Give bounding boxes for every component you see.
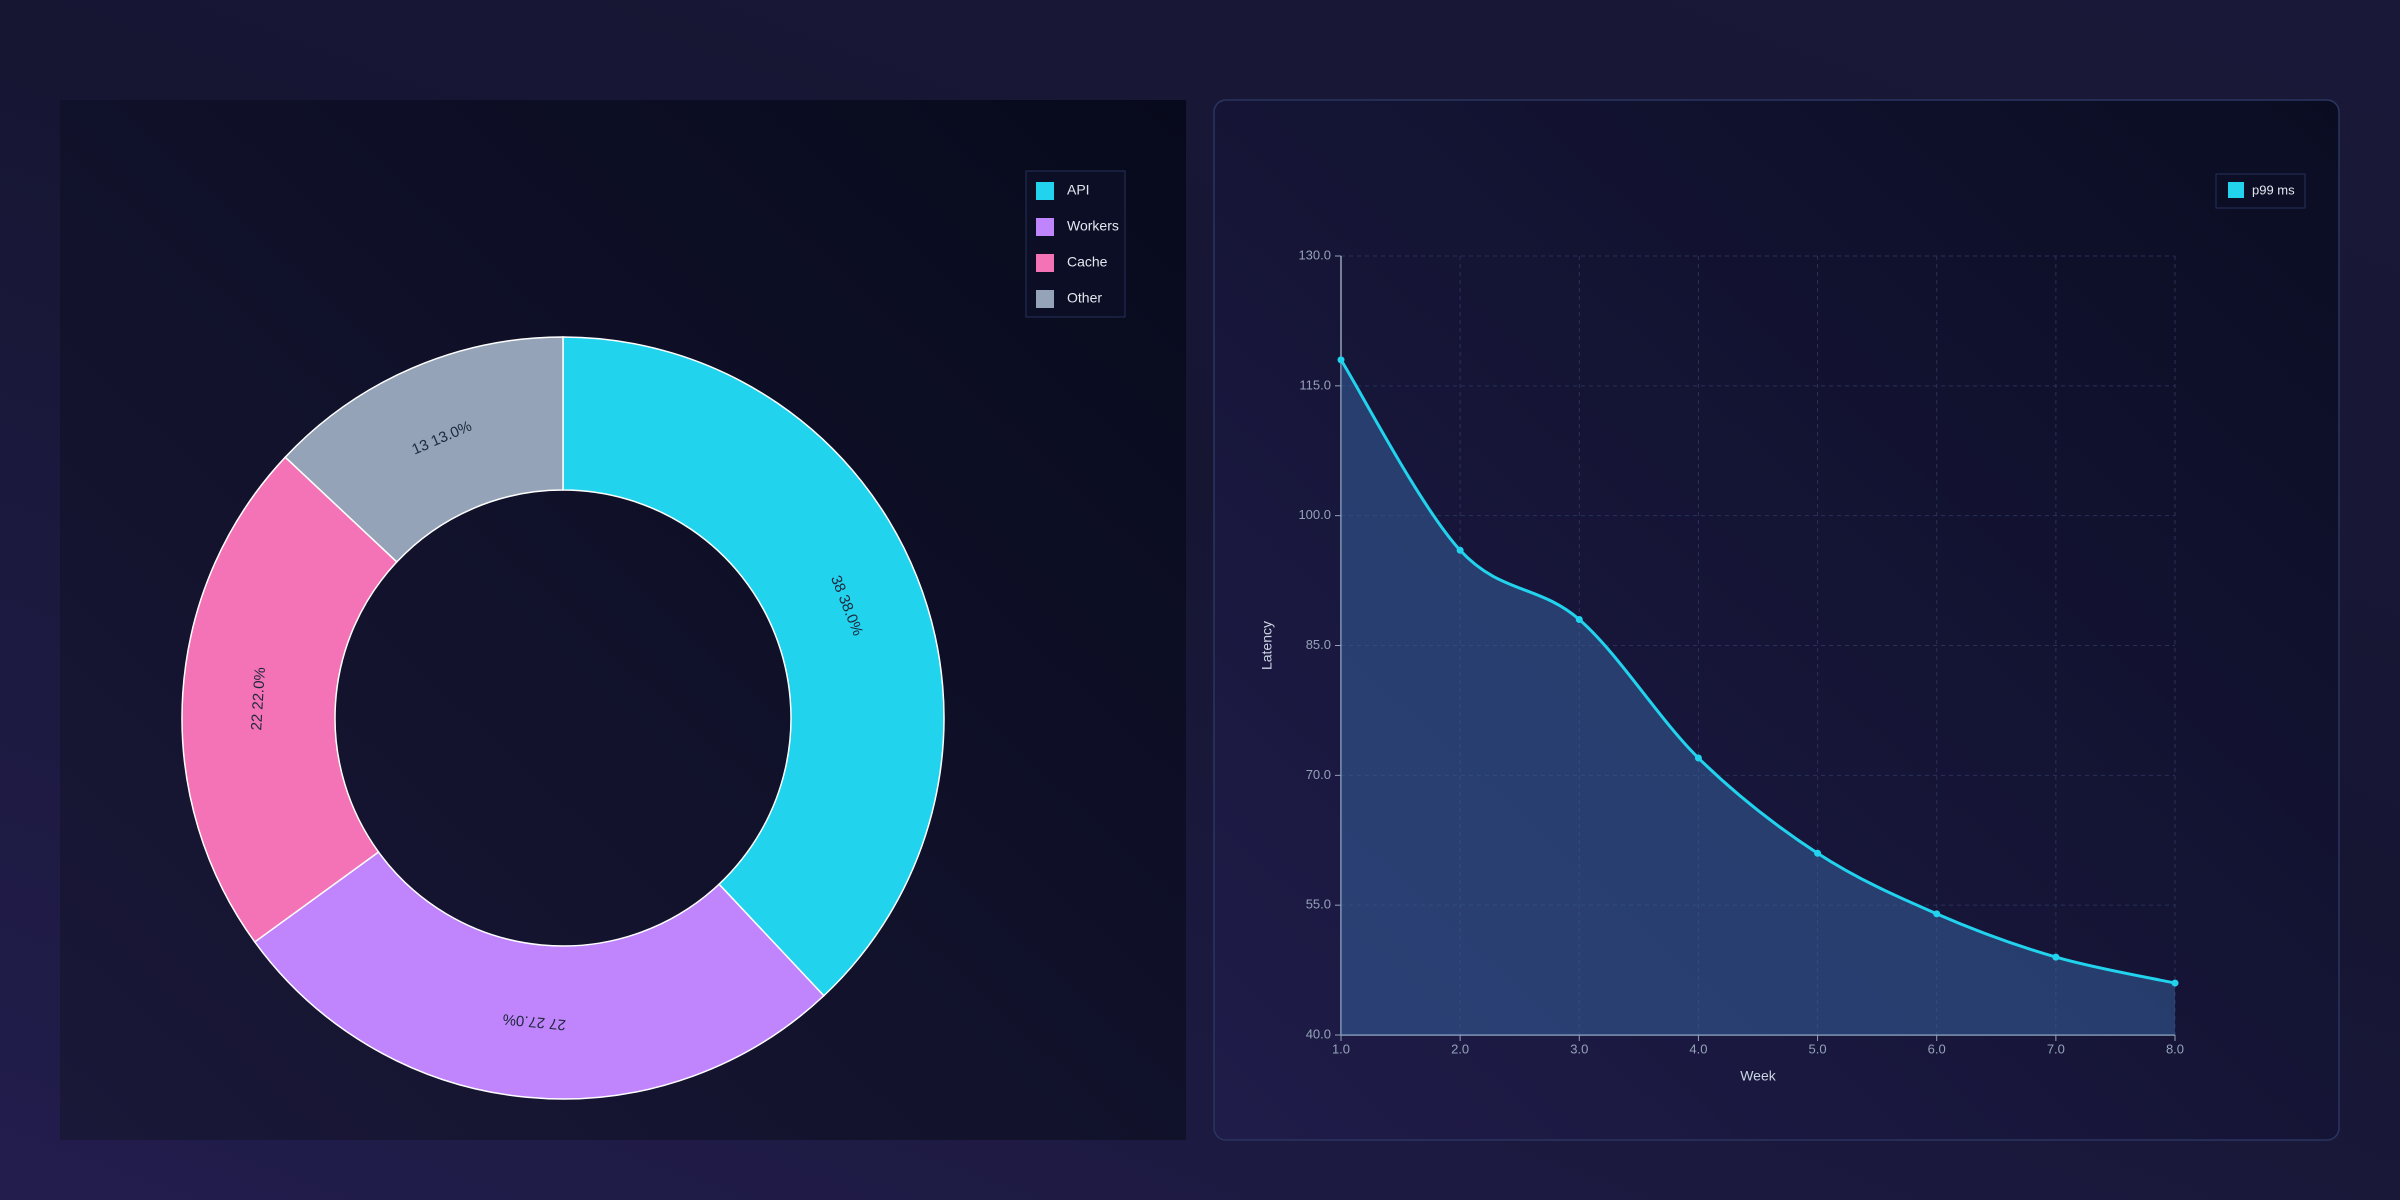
y-tick-label: 85.0 bbox=[1306, 637, 1331, 652]
point bbox=[1456, 546, 1464, 554]
y-axis-label: Latency bbox=[1259, 621, 1275, 670]
donut-slice bbox=[284, 336, 564, 563]
legend-label: Cache bbox=[1067, 254, 1108, 270]
x-tick-label: 5.0 bbox=[1809, 1041, 1827, 1056]
legend-swatch bbox=[1036, 254, 1054, 272]
point bbox=[1575, 616, 1583, 624]
legend-label: API bbox=[1067, 182, 1090, 198]
point bbox=[2171, 979, 2179, 987]
y-tick-label: 70.0 bbox=[1306, 767, 1331, 782]
right-panel bbox=[1213, 99, 2340, 1141]
legend-label: Workers bbox=[1067, 218, 1119, 234]
point bbox=[1814, 849, 1822, 857]
slice-label: 27 27.0% bbox=[502, 1010, 567, 1033]
legend-swatch bbox=[1036, 290, 1054, 308]
y-tick-label: 40.0 bbox=[1306, 1026, 1331, 1041]
legend-label: p99 ms bbox=[2252, 182, 2295, 197]
area bbox=[1341, 359, 2175, 1035]
x-axis-label: Week bbox=[1740, 1068, 1777, 1084]
x-tick-label: 8.0 bbox=[2166, 1041, 2184, 1056]
legend-label: Other bbox=[1067, 290, 1102, 306]
y-tick-label: 130.0 bbox=[1298, 247, 1331, 262]
x-tick-label: 1.0 bbox=[1332, 1041, 1350, 1056]
y-tick-label: 100.0 bbox=[1298, 507, 1331, 522]
x-tick-label: 2.0 bbox=[1451, 1041, 1469, 1056]
legend-swatch bbox=[2228, 182, 2244, 198]
y-tick-label: 115.0 bbox=[1299, 377, 1331, 392]
donut-slice bbox=[181, 456, 398, 943]
x-tick-label: 3.0 bbox=[1570, 1041, 1588, 1056]
y-tick-label: 55.0 bbox=[1306, 897, 1331, 912]
point bbox=[2052, 953, 2060, 961]
point bbox=[1694, 754, 1702, 762]
legend-swatch bbox=[1036, 182, 1054, 200]
point bbox=[1933, 910, 1941, 918]
x-tick-label: 4.0 bbox=[1689, 1041, 1707, 1056]
legend-swatch bbox=[1036, 218, 1054, 236]
x-tick-label: 6.0 bbox=[1928, 1041, 1946, 1056]
point bbox=[1337, 356, 1345, 364]
slice-label: 22 22.0% bbox=[248, 667, 269, 731]
x-tick-label: 7.0 bbox=[2047, 1041, 2065, 1056]
donut-slice bbox=[562, 336, 945, 997]
donut-slice bbox=[253, 850, 825, 1100]
